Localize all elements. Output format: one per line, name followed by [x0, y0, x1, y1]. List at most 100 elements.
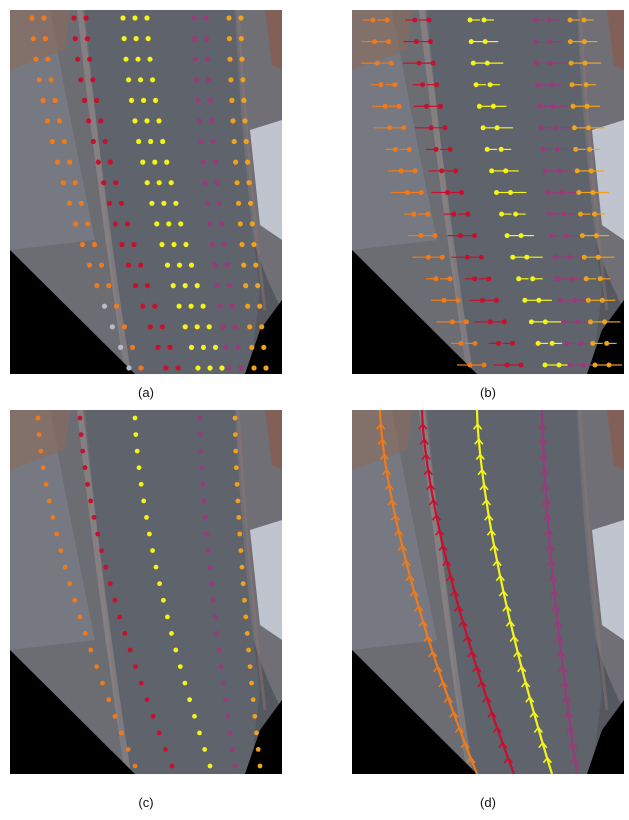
- lane-dot: [124, 221, 131, 227]
- direction-arrow: [449, 711, 459, 718]
- lane-dot: [230, 118, 236, 124]
- vector-origin-dot: [568, 60, 574, 66]
- vector-origin-dot: [558, 297, 564, 303]
- direction-arrow: [545, 544, 555, 551]
- vector-origin-dot: [439, 254, 445, 260]
- lane-dot: [197, 118, 203, 124]
- direction-arrow: [537, 422, 547, 430]
- direction-arrow: [397, 544, 407, 551]
- direction-arrow: [377, 438, 387, 445]
- lane-center-dot: [210, 597, 216, 603]
- lane-center-dot: [218, 664, 224, 669]
- lane-dot: [166, 221, 172, 227]
- lane-dot: [94, 283, 100, 289]
- vector-origin-dot: [516, 276, 522, 282]
- lane-center-dot: [157, 581, 163, 587]
- lane-center-dot: [163, 747, 168, 752]
- lane-center-dot: [220, 680, 226, 686]
- vector-origin-dot: [481, 17, 487, 23]
- lane-dot: [243, 138, 249, 145]
- lane-center-dot: [199, 465, 205, 471]
- direction-arrow: [474, 438, 484, 445]
- lane-dot: [102, 138, 108, 145]
- lane-dot: [191, 36, 198, 42]
- lane-dot: [156, 180, 162, 186]
- lane-center-dot: [156, 730, 162, 736]
- vector-origin-dot: [441, 297, 447, 303]
- direction-arrow: [423, 635, 433, 642]
- vector-origin-dot: [489, 168, 495, 174]
- vector-origin-dot: [571, 125, 577, 131]
- lane-dot: [138, 365, 144, 371]
- vector-origin-dot: [549, 340, 555, 346]
- right-curb-line: [578, 10, 609, 311]
- lane-dot: [33, 56, 39, 62]
- lane-center-dot: [88, 647, 94, 653]
- vector-origin-dot: [499, 211, 505, 217]
- lane-dot: [29, 15, 35, 21]
- curb-line: [419, 10, 473, 374]
- direction-arrow: [556, 650, 566, 658]
- lane-dot: [44, 118, 51, 124]
- vector-origin-dot: [518, 362, 524, 368]
- lane-dot: [171, 241, 177, 248]
- right-pole: [265, 410, 282, 470]
- lane-center-dot: [161, 597, 166, 603]
- lane-dot: [202, 180, 208, 186]
- vector-origin-dot: [372, 39, 377, 45]
- vector-origin-dot: [585, 297, 591, 303]
- vector-origin-dot: [418, 233, 424, 239]
- lane-dot: [109, 324, 115, 330]
- lane-dot: [141, 97, 147, 103]
- left-wall: [10, 10, 95, 250]
- direction-arrow: [379, 453, 389, 460]
- direction-arrow: [394, 529, 404, 536]
- vector-origin-dot: [530, 276, 536, 282]
- lane-center-dot: [242, 597, 247, 603]
- lane-center-dot: [100, 680, 105, 686]
- direction-arrow: [387, 498, 397, 506]
- vector-origin-dot: [567, 39, 573, 45]
- lane-dot: [245, 159, 251, 165]
- panel-d-svg: [352, 410, 624, 774]
- vector-origin-dot: [479, 297, 485, 303]
- lane-center-dot: [80, 448, 86, 454]
- lane-dot: [238, 36, 244, 42]
- lane-center-dot: [197, 415, 203, 421]
- vector-origin-dot: [533, 39, 538, 45]
- vector-origin-dot: [528, 319, 534, 325]
- direction-arrow: [525, 695, 535, 703]
- lane-center-dot: [252, 713, 258, 719]
- warp-mask-right: [245, 700, 282, 774]
- direction-arrow: [477, 468, 487, 476]
- vector-origin-dot: [583, 82, 589, 88]
- lane-center-dot: [250, 697, 256, 703]
- lane-dot: [249, 221, 255, 227]
- vector-origin-dot: [481, 362, 487, 368]
- road-surface: [85, 410, 260, 774]
- lane-dot: [112, 221, 119, 227]
- lane-dot: [182, 324, 188, 330]
- lane-dot: [176, 303, 182, 309]
- direction-arrow: [475, 453, 485, 460]
- lane-center-dot: [202, 515, 208, 520]
- lane-dot: [207, 221, 213, 227]
- vector-origin-dot: [463, 319, 469, 325]
- lane-dot: [55, 159, 61, 165]
- direction-arrow: [533, 726, 544, 733]
- lane-dot: [220, 324, 226, 330]
- lane-dot: [217, 303, 223, 309]
- direction-arrow: [509, 635, 519, 642]
- lane-center-dot: [239, 564, 245, 570]
- vector-origin-dot: [430, 60, 436, 66]
- lane-center-dot: [225, 713, 231, 719]
- vector-origin-dot: [570, 103, 576, 109]
- lane-center-dot: [132, 763, 138, 769]
- vector-origin-dot: [487, 82, 493, 88]
- lane-center-dot: [204, 531, 210, 537]
- vector-origin-dot: [540, 146, 546, 152]
- direction-arrow: [454, 604, 464, 612]
- lane-dot: [206, 324, 212, 330]
- warp-mask-left: [352, 650, 477, 774]
- lane-center-dot: [119, 730, 124, 736]
